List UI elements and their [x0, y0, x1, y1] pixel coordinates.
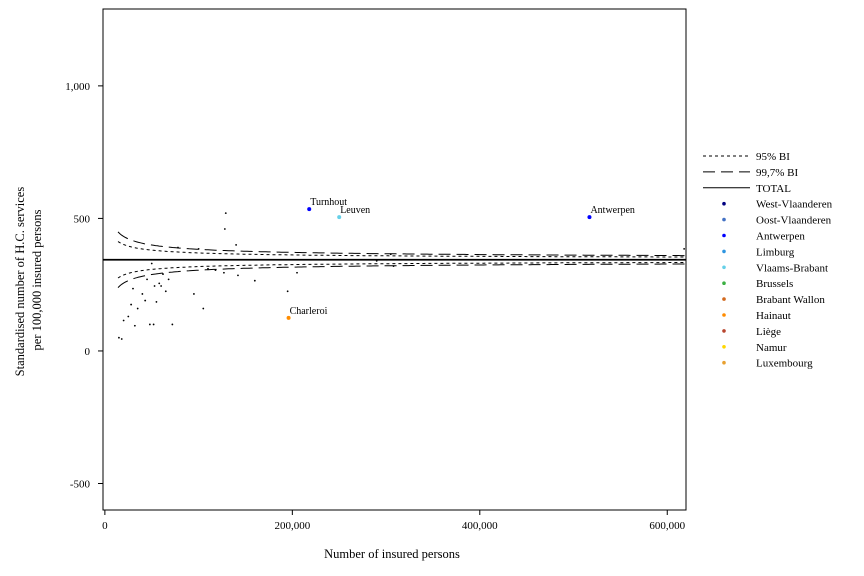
legend-marker-antwerpen	[722, 233, 726, 238]
data-point	[235, 244, 237, 246]
legend-label-vlaams-brabant: Vlaams-Brabant	[756, 262, 828, 274]
data-point	[177, 246, 179, 249]
99-7-bi-lower-limit	[117, 263, 686, 288]
data-point	[120, 338, 123, 340]
data-point	[164, 290, 167, 293]
point-label-turnhout: Turnhout	[310, 197, 347, 208]
point-label-antwerpen: Antwerpen	[590, 205, 634, 216]
legend-label-li-ge: Liège	[756, 326, 781, 338]
x-tick-label: 400,000	[462, 520, 498, 532]
99-7-bi-upper-limit	[117, 231, 686, 257]
data-point	[392, 265, 395, 268]
data-point	[171, 323, 174, 326]
data-point	[122, 319, 125, 322]
legend-marker-limburg	[722, 249, 726, 254]
legend-label-west-vlaanderen: West-Vlaanderen	[756, 199, 833, 211]
data-point	[286, 290, 289, 293]
legend-marker-oost-vlaanderen	[722, 217, 726, 222]
y-axis-title-line-1: Standardised number of H.C. services	[13, 187, 27, 377]
legend-label-99-7-bi: 99,7% BI	[756, 167, 799, 179]
legend-marker-li-ge	[722, 329, 726, 333]
x-axis-title: Number of insured persons	[324, 547, 460, 561]
y-tick-label: 500	[74, 213, 91, 225]
data-point	[136, 307, 139, 310]
data-point	[162, 273, 164, 275]
data-point	[153, 285, 156, 287]
legend-label-luxembourg: Luxembourg	[756, 358, 813, 370]
data-point	[683, 247, 686, 250]
data-point	[223, 271, 225, 274]
data-point	[148, 323, 151, 326]
legend-marker-vlaams-brabant	[722, 265, 726, 270]
legend-label-antwerpen: Antwerpen	[756, 231, 805, 243]
data-point	[130, 303, 133, 306]
data-point	[237, 274, 239, 277]
legend-marker-luxembourg	[722, 360, 726, 365]
95-bi-lower-limit	[117, 262, 686, 279]
data-point	[224, 212, 227, 215]
data-point	[193, 293, 195, 295]
data-point	[296, 271, 298, 274]
legend-marker-hainaut	[722, 313, 726, 317]
legend-label-hainaut: Hainaut	[756, 310, 791, 322]
data-point	[375, 259, 378, 262]
data-point	[118, 336, 120, 339]
data-point	[141, 293, 144, 295]
data-point-turnhout	[307, 207, 312, 212]
legend-marker-brussels	[722, 281, 726, 286]
y-tick-label: 0	[85, 346, 91, 358]
data-point	[133, 324, 136, 327]
data-point	[132, 287, 134, 290]
legend-label-brabant-wallon: Brabant Wallon	[756, 294, 825, 306]
95-bi-upper-limit	[117, 241, 686, 258]
data-point	[150, 262, 153, 265]
legend-marker-brabant-wallon	[722, 297, 726, 301]
data-point	[214, 269, 217, 272]
legend-marker-namur	[722, 345, 726, 349]
legend-label-95-bi: 95% BI	[756, 151, 790, 163]
data-point	[167, 278, 170, 281]
data-point	[146, 278, 148, 281]
x-tick-label: 200,000	[274, 520, 310, 532]
x-axis: 0 200,000 400,000 600,000	[102, 510, 686, 532]
legend-label-oost-vlaanderen: Oost-Vlaanderen	[756, 215, 832, 227]
data-point	[144, 299, 147, 302]
legend-marker-west-vlaanderen	[722, 201, 726, 206]
data-point	[207, 267, 209, 270]
legend: 95% BI 99,7% BI TOTAL West-Vlaanderen Oost-V…	[703, 151, 833, 370]
legend-label-total: TOTAL	[756, 183, 791, 195]
y-axis-title-line-2: per 100,000 insured persons	[30, 209, 44, 350]
y-axis: -500 0 500 1,000	[65, 81, 103, 490]
y-axis-title: Standardised number of H.C. services per…	[13, 184, 44, 377]
data-point	[155, 301, 158, 303]
data-point	[202, 307, 205, 310]
legend-label-brussels: Brussels	[756, 278, 793, 290]
legend-label-limburg: Limburg	[756, 246, 795, 258]
data-point-antwerpen	[587, 215, 592, 220]
x-tick-label: 0	[102, 520, 108, 532]
y-tick-label: -500	[70, 478, 91, 490]
legend-label-namur: Namur	[756, 342, 787, 354]
data-point	[127, 315, 130, 318]
data-point	[389, 253, 392, 256]
point-label-charleroi: Charleroi	[290, 306, 328, 317]
x-tick-label: 600,000	[649, 520, 685, 532]
data-point-charleroi	[286, 315, 291, 320]
y-tick-label: 1,000	[65, 81, 90, 93]
data-point	[158, 282, 161, 285]
data-point	[223, 228, 226, 230]
data-point	[160, 285, 163, 287]
data-point	[197, 247, 200, 250]
data-point-leuven	[337, 215, 342, 220]
point-label-leuven: Leuven	[340, 205, 370, 216]
data-point	[152, 323, 155, 326]
data-point	[253, 279, 256, 282]
